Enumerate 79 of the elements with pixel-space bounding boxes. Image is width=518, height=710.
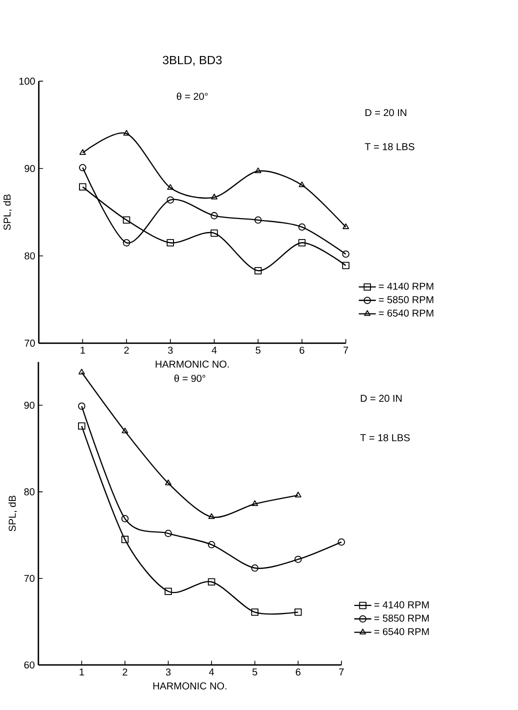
x-tick-label: 2 (124, 346, 129, 354)
x-tick-label: 3 (166, 668, 171, 676)
y-tick-label: 100 (19, 78, 35, 85)
y-tick-label: 70 (24, 574, 34, 582)
point (79, 149, 86, 155)
point (208, 578, 216, 586)
point (251, 564, 258, 572)
annotation: θ = 20° (176, 92, 208, 100)
y-axis-title: SPL, dB (8, 496, 17, 532)
y-tick-label: 70 (24, 340, 35, 347)
x-tick-label: 2 (122, 668, 128, 676)
x-axis-title: HARMONIC NO. (156, 360, 229, 368)
point (210, 230, 218, 237)
point (208, 513, 215, 519)
text: T = 18 LBS (360, 434, 410, 442)
point (252, 500, 258, 506)
text: D = 20 IN (365, 109, 406, 116)
point (298, 239, 306, 246)
point (78, 422, 86, 430)
legend-label: = 6540 RPM (374, 628, 429, 636)
x-tick-label: 5 (256, 346, 260, 354)
point (78, 183, 86, 190)
x-tick-label: 4 (212, 346, 217, 354)
point (166, 196, 174, 204)
text: D = 20 IN (360, 394, 402, 402)
point (254, 216, 262, 224)
legend-label: = 6540 RPM (378, 310, 434, 317)
point (338, 538, 345, 546)
point (251, 608, 258, 616)
point (254, 168, 262, 174)
annotation: θ = 90° (174, 374, 206, 382)
point (122, 428, 128, 434)
point (254, 267, 262, 274)
legend-label: = 4140 RPM (378, 282, 434, 290)
legend-label: = 5850 RPM (374, 614, 429, 622)
point (210, 194, 218, 200)
y-tick-label: 80 (24, 252, 35, 260)
point (164, 480, 172, 486)
point (298, 181, 306, 188)
point (210, 212, 218, 220)
point (121, 536, 129, 544)
y-tick-label: 80 (24, 488, 34, 496)
point (123, 130, 130, 136)
point (167, 184, 174, 190)
chart-title: 3BLD, BD3 (162, 56, 222, 66)
point (164, 530, 172, 538)
point (342, 262, 350, 270)
point (342, 223, 349, 230)
x-tick-label: 7 (339, 668, 344, 676)
point (342, 250, 350, 258)
point (78, 368, 85, 374)
x-tick-label: 6 (300, 346, 304, 354)
y-axis-title: SPL, dB (3, 194, 12, 230)
point (122, 239, 130, 246)
point (294, 608, 302, 616)
y-tick-label: 90 (24, 165, 35, 172)
point (122, 216, 130, 224)
point (294, 492, 302, 498)
x-tick-label: 1 (80, 346, 85, 354)
x-axis-title: HARMONIC NO. (153, 682, 226, 690)
x-tick-label: 3 (168, 346, 173, 354)
x-tick-label: 5 (252, 668, 258, 676)
legend-label: = 5850 RPM (378, 296, 434, 304)
point (78, 402, 86, 410)
point (294, 556, 302, 563)
point (208, 541, 216, 548)
point (164, 588, 172, 596)
x-tick-label: 4 (208, 668, 214, 676)
point (121, 515, 129, 522)
x-tick-label: 1 (80, 668, 84, 676)
point (78, 164, 86, 172)
y-tick-label: 60 (24, 661, 34, 669)
x-tick-label: 6 (296, 668, 300, 676)
text: T = 18 LBS (364, 143, 414, 150)
x-tick-label: 7 (344, 346, 348, 354)
legend-label: = 4140 RPM (374, 601, 429, 608)
point (298, 223, 306, 231)
point (166, 239, 174, 246)
y-tick-label: 90 (24, 402, 34, 409)
